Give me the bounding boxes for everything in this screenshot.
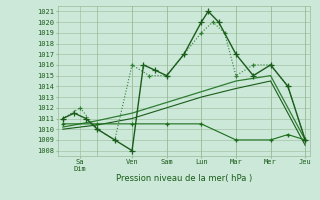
X-axis label: Pression niveau de la mer( hPa ): Pression niveau de la mer( hPa ) — [116, 174, 252, 183]
